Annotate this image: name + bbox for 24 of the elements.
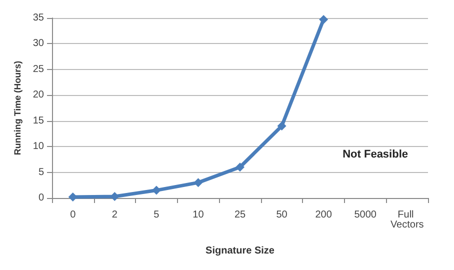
point [319, 15, 328, 24]
x-tick-label: 200 [315, 210, 332, 220]
x-axis-title: Signature Size [206, 246, 275, 256]
x-tick-label: Full Vectors [390, 210, 424, 230]
x-tick-label: 2 [112, 210, 118, 220]
point [194, 178, 203, 188]
annotation: Not Feasible [342, 148, 408, 160]
x-tick-label: 5000 [354, 210, 377, 220]
x-tick-label: 25 [234, 210, 246, 220]
y-tick-label: 25 [32, 64, 44, 75]
y-tick-label: 20 [32, 90, 44, 101]
x-tick-label: 5 [154, 210, 160, 220]
point [236, 162, 244, 172]
point [277, 122, 286, 130]
y-tick-label: 35 [32, 12, 44, 24]
y-tick-label: 30 [32, 38, 44, 50]
x-tick-label: 50 [276, 210, 288, 220]
y-tick-label: 15 [32, 115, 44, 126]
y-tick-label: 5 [38, 166, 44, 178]
x-tick-label: 10 [192, 210, 204, 220]
y-axis-title: Running Time (Hours) [12, 60, 22, 156]
y-tick-label: 10 [32, 141, 44, 152]
y-tick-label: 0 [38, 192, 44, 204]
x-tick-label: 0 [70, 210, 76, 220]
